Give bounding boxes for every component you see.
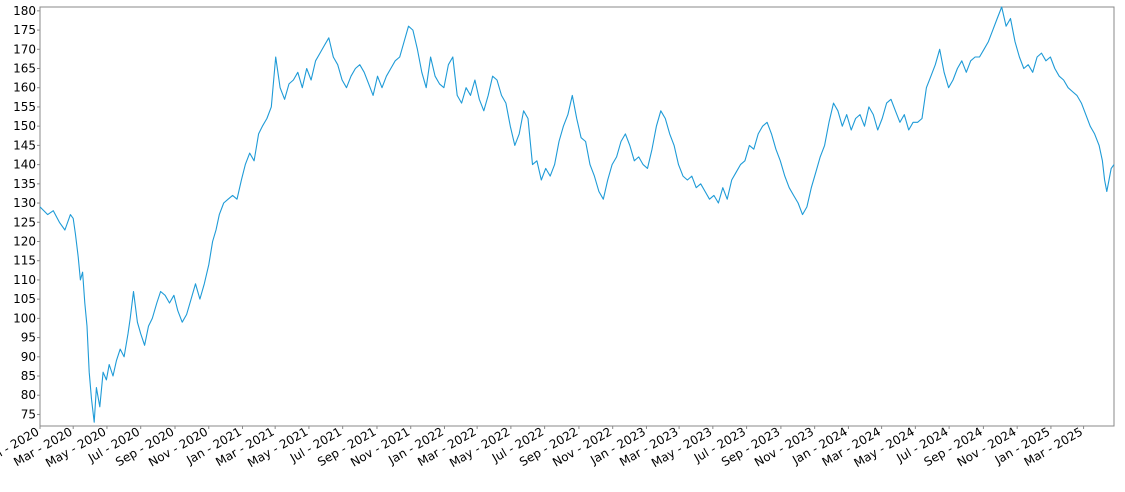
y-tick-label: 125 [13, 215, 36, 229]
y-tick-label: 145 [13, 138, 36, 152]
y-tick-label: 170 [13, 42, 36, 56]
y-tick-label: 100 [13, 311, 36, 325]
y-axis: 75 80 85 90 95 100 105 110 115 120 125 130 135 140 145… [13, 4, 40, 421]
y-tick-label: 95 [21, 331, 36, 345]
y-tick-label: 115 [13, 254, 36, 268]
y-tick-label: 140 [13, 158, 36, 172]
y-tick-label: 75 [21, 407, 36, 421]
y-tick-label: 120 [13, 234, 36, 248]
plot-frame [39, 6, 1115, 427]
y-tick-label: 175 [13, 23, 36, 37]
y-tick-label: 110 [13, 273, 36, 287]
y-tick-label: 85 [21, 369, 36, 383]
y-tick-label: 150 [13, 119, 36, 133]
y-tick-label: 180 [13, 4, 36, 18]
y-tick-label: 130 [13, 196, 36, 210]
y-tick-label: 135 [13, 177, 36, 191]
y-tick-label: 80 [21, 388, 36, 402]
price-series-line [39, 6, 1115, 423]
y-tick-label: 105 [13, 292, 36, 306]
y-tick-label: 155 [13, 100, 36, 114]
y-tick-label: 165 [13, 62, 36, 76]
y-tick-label: 160 [13, 81, 36, 95]
y-tick-label: 90 [21, 350, 36, 364]
